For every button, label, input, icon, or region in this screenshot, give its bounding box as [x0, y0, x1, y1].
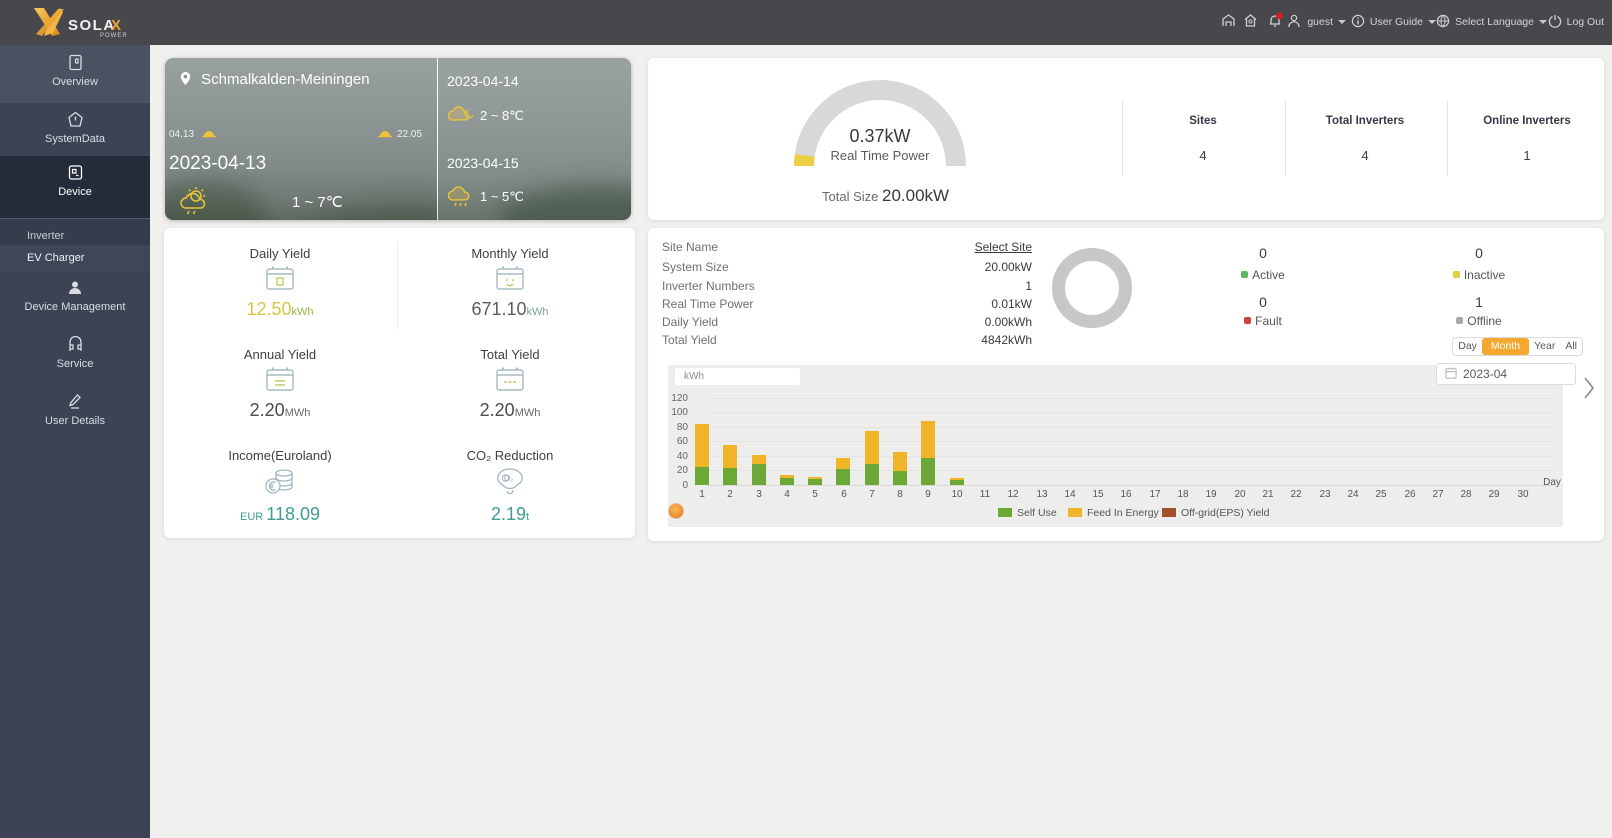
svg-text:SOLA: SOLA — [68, 17, 116, 34]
svg-text:POWER: POWER — [100, 33, 128, 39]
svg-text:X: X — [111, 17, 121, 34]
